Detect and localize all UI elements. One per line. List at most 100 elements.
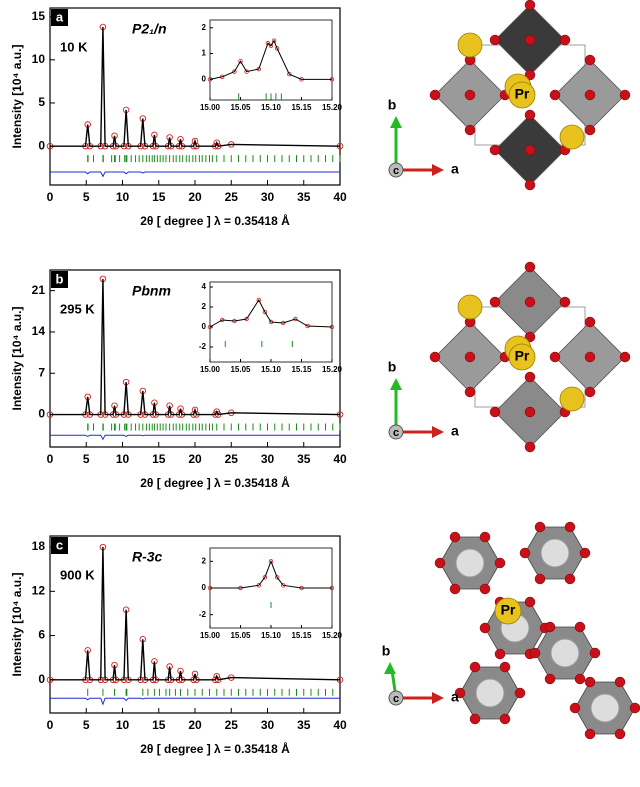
oxygen-atom: [534, 521, 546, 533]
difference-line: [50, 697, 340, 706]
x-tick-label: 35: [297, 718, 311, 732]
inset-observed-point: [268, 559, 274, 564]
b-axis-head: [390, 116, 402, 128]
oxygen-atom: [524, 144, 536, 156]
inset-y-tick-label: 4: [202, 282, 207, 291]
oxygen-atom: [489, 296, 501, 308]
inset-x-tick-label: 15.15: [291, 365, 312, 374]
inset-observed-point: [256, 297, 261, 303]
x-tick-label: 25: [225, 718, 239, 732]
inset-calculated-line: [209, 39, 332, 80]
b-axis-head: [390, 378, 402, 390]
panel-label-box: [51, 9, 68, 26]
inset-y-tick-label: 2: [202, 302, 207, 311]
x-tick-label: 25: [225, 452, 239, 466]
difference-line: [50, 434, 340, 441]
inset-x-tick-label: 15.10: [261, 365, 282, 374]
inset-calculated-line: [210, 559, 332, 589]
oxygen-atom: [559, 296, 571, 308]
oxygen-atom: [524, 0, 536, 11]
oxygen-atom: [549, 89, 561, 101]
oxygen-atom: [489, 144, 501, 156]
oxygen-atom: [614, 728, 626, 740]
x-tick-label: 40: [333, 452, 347, 466]
y-tick-label: 0: [38, 138, 45, 152]
oxygen-atom: [494, 648, 506, 660]
oxygen-atom: [524, 406, 536, 418]
x-axis-label: 2θ [ degree ] λ = 0.35418 Å: [140, 213, 290, 228]
x-tick-label: 35: [297, 190, 311, 204]
difference-line: [50, 171, 340, 178]
oxygen-atom: [544, 673, 556, 685]
oxygen-atom: [584, 54, 596, 66]
oxygen-atom: [579, 547, 591, 559]
inset-x-tick-label: 15.05: [230, 103, 251, 112]
oxygen-atom: [449, 531, 461, 543]
pr-atom: [457, 32, 483, 58]
pr-atom: [508, 343, 536, 371]
inset-calculated-line: [209, 298, 333, 328]
y-tick-label: 0: [38, 672, 45, 686]
observed-point: [213, 672, 220, 680]
c-axis-label: c: [393, 693, 399, 705]
oxygen-atom: [524, 296, 536, 308]
calculated-line: [50, 278, 341, 416]
panel-label-box: [51, 537, 68, 554]
y-tick-label: 6: [38, 628, 45, 642]
oxygen-atom: [584, 351, 596, 363]
inset-x-tick-label: 15.00: [200, 631, 221, 640]
oxygen-atom: [574, 621, 586, 633]
y-tick-label: 12: [32, 583, 46, 597]
oxygen-atom: [524, 596, 536, 608]
oxygen-atom: [584, 676, 596, 688]
oxygen-atom: [529, 647, 541, 659]
oxygen-atom: [619, 351, 631, 363]
oxygen-atom: [479, 583, 491, 595]
y-axis-label: Intensity [10⁴ a.u.]: [10, 45, 24, 149]
oxygen-atom: [464, 351, 476, 363]
y-tick-label: 21: [32, 283, 46, 297]
panel-label: b: [56, 271, 64, 286]
oxygen-atom: [499, 661, 511, 673]
cluster-center: [550, 638, 580, 668]
x-tick-label: 20: [188, 190, 202, 204]
x-tick-label: 30: [261, 452, 275, 466]
oxygen-atom: [564, 573, 576, 585]
oxygen-atom: [469, 713, 481, 725]
a-axis-head: [432, 692, 444, 704]
space-group: Pbnm: [132, 283, 171, 299]
y-tick-label: 15: [32, 9, 46, 23]
inset-frame: [209, 19, 333, 101]
cluster-center: [455, 548, 485, 578]
pr-atom: [559, 386, 585, 412]
inset-observed-point: [262, 309, 268, 315]
b-axis-label: b: [382, 643, 391, 659]
oxygen-atom: [564, 521, 576, 533]
oxygen-atom: [589, 647, 601, 659]
x-tick-label: 40: [333, 718, 347, 732]
temperature: 900 K: [60, 567, 95, 582]
x-tick-label: 5: [83, 190, 90, 204]
oxygen-atom: [544, 621, 556, 633]
pr-atom: [508, 81, 536, 109]
oxygen-atom: [464, 89, 476, 101]
a-axis-label: a: [451, 689, 459, 705]
inset-y-tick-label: -2: [199, 342, 207, 351]
x-tick-label: 20: [188, 452, 202, 466]
calculated-line: [50, 547, 341, 681]
x-tick-label: 10: [116, 190, 130, 204]
oxygen-atom: [534, 573, 546, 585]
inset-x-tick-label: 15.05: [230, 365, 251, 374]
c-axis-label: c: [393, 165, 399, 177]
inset-observed-point: [293, 316, 298, 322]
oxygen-atom: [559, 34, 571, 46]
oxygen-atom: [549, 351, 561, 363]
oxygen-atom: [584, 89, 596, 101]
x-tick-label: 5: [83, 452, 90, 466]
x-tick-label: 10: [116, 452, 130, 466]
oxygen-atom: [614, 676, 626, 688]
pr-atom: [457, 294, 483, 320]
observed-point: [191, 406, 199, 414]
y-tick-label: 10: [32, 52, 46, 66]
